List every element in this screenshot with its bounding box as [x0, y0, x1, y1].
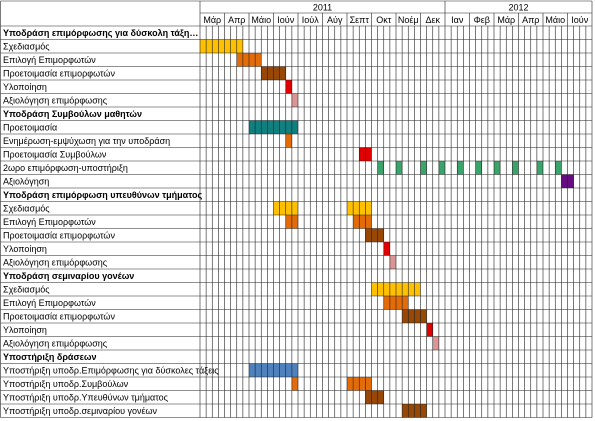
- task-bar: [353, 215, 372, 229]
- task-bar: [377, 161, 384, 175]
- task-bar: [438, 161, 445, 175]
- task-label: Προετοιμασία επιμορφωτών: [3, 231, 115, 241]
- task-label: Σχεδιασμός: [3, 204, 50, 214]
- month-label: Αύγ: [327, 15, 343, 25]
- task-bar: [512, 161, 519, 175]
- month-label: Φεβ: [474, 15, 490, 25]
- task-bar: [291, 377, 298, 391]
- task-label: Προετοιμασία Συμβούλων: [3, 150, 107, 160]
- task-bar: [291, 93, 298, 107]
- task-label: Επιλογή Επιμορφωτών: [3, 298, 96, 308]
- task-label: Προετοιμασία επιμορφωτών: [3, 312, 115, 322]
- task-bar: [494, 161, 501, 175]
- task-label: Υλοποίηση: [3, 325, 47, 335]
- year-label: 2012: [508, 2, 528, 12]
- section-label: Υποδράση επιμόρφωσης για δύσκολη τάξη…: [3, 28, 198, 38]
- task-label: Σχεδιασμός: [3, 285, 50, 295]
- month-label: Ιούν: [277, 15, 294, 25]
- task-label: 2ωρο επιμόρφωση-υποστήριξη: [3, 163, 128, 173]
- task-bar: [365, 228, 384, 242]
- task-bar: [365, 390, 384, 404]
- task-bar: [383, 242, 390, 256]
- task-label: Αξιολόγηση επιμόρφωσης: [3, 339, 108, 349]
- task-bar: [396, 161, 403, 175]
- month-label: Νοέμ: [398, 15, 419, 25]
- task-label: Προετοιμασία: [3, 123, 57, 133]
- task-label: Σχεδιασμός: [3, 42, 50, 52]
- section-label: Υποδράση επιμόρφωση υπευθύνων τμήματος: [3, 190, 202, 200]
- month-label: Σεπτ: [350, 15, 370, 25]
- month-label: Μάρ: [497, 15, 515, 25]
- task-bar: [285, 134, 292, 148]
- task-bar: [200, 39, 243, 53]
- task-bar: [475, 161, 482, 175]
- task-label: Επιλογή Επιμορφωτών: [3, 217, 96, 227]
- task-label: Υποστήριξη υποδρ.Επιμόρφωσης για δύσκολε…: [3, 366, 219, 376]
- task-bar: [420, 161, 427, 175]
- task-bar: [426, 323, 433, 337]
- section-label: Υποδράση Συμβούλων μαθητών: [3, 109, 142, 119]
- section-label: Υποστήριξη δράσεων: [3, 352, 96, 362]
- month-label: Ιούλ: [302, 15, 319, 25]
- month-label: Απρ: [228, 15, 245, 25]
- month-label: Ιαν: [451, 15, 464, 25]
- task-bar: [389, 255, 396, 269]
- section-label: Υποδράση σεμιναρίου γονέων: [3, 271, 134, 281]
- task-label: Προετοιμασία επιμορφωτών: [3, 69, 115, 79]
- month-label: Οκτ: [376, 15, 392, 25]
- task-label: Επιλογή Επιμορφωτών: [3, 55, 96, 65]
- task-bar: [285, 80, 292, 94]
- task-label: Αξιολόγηση επιμόρφωσης: [3, 258, 108, 268]
- task-label: Υποστήριξη υποδρ.σεμιναρίου γονέων: [3, 406, 158, 416]
- month-label: Ιούν: [571, 15, 588, 25]
- task-label: Υλοποίηση: [3, 244, 47, 254]
- month-label: Μάρ: [203, 15, 221, 25]
- task-label: Αξιολόγηση επιμόρφωσης: [3, 96, 108, 106]
- year-label: 2011: [313, 2, 332, 12]
- task-bar: [536, 161, 543, 175]
- task-bar: [555, 161, 562, 175]
- task-label: Αξιολόγηση: [3, 177, 49, 187]
- task-label: Ενημέρωση-εμψύχωση για την υποδράση: [3, 136, 170, 146]
- month-label: Απρ: [522, 15, 539, 25]
- task-bar: [457, 161, 464, 175]
- task-bar: [432, 336, 439, 350]
- task-label: Υλοποίηση: [3, 82, 47, 92]
- month-label: Δεκ: [425, 15, 440, 25]
- task-label: Υποστήριξη υποδρ.Υπευθύνων τμήματος: [3, 393, 169, 403]
- task-label: Υποστήριξη υποδρ.Συμβούλων: [3, 379, 129, 389]
- month-label: Μάιο: [545, 15, 565, 25]
- month-label: Μάιο: [251, 15, 271, 25]
